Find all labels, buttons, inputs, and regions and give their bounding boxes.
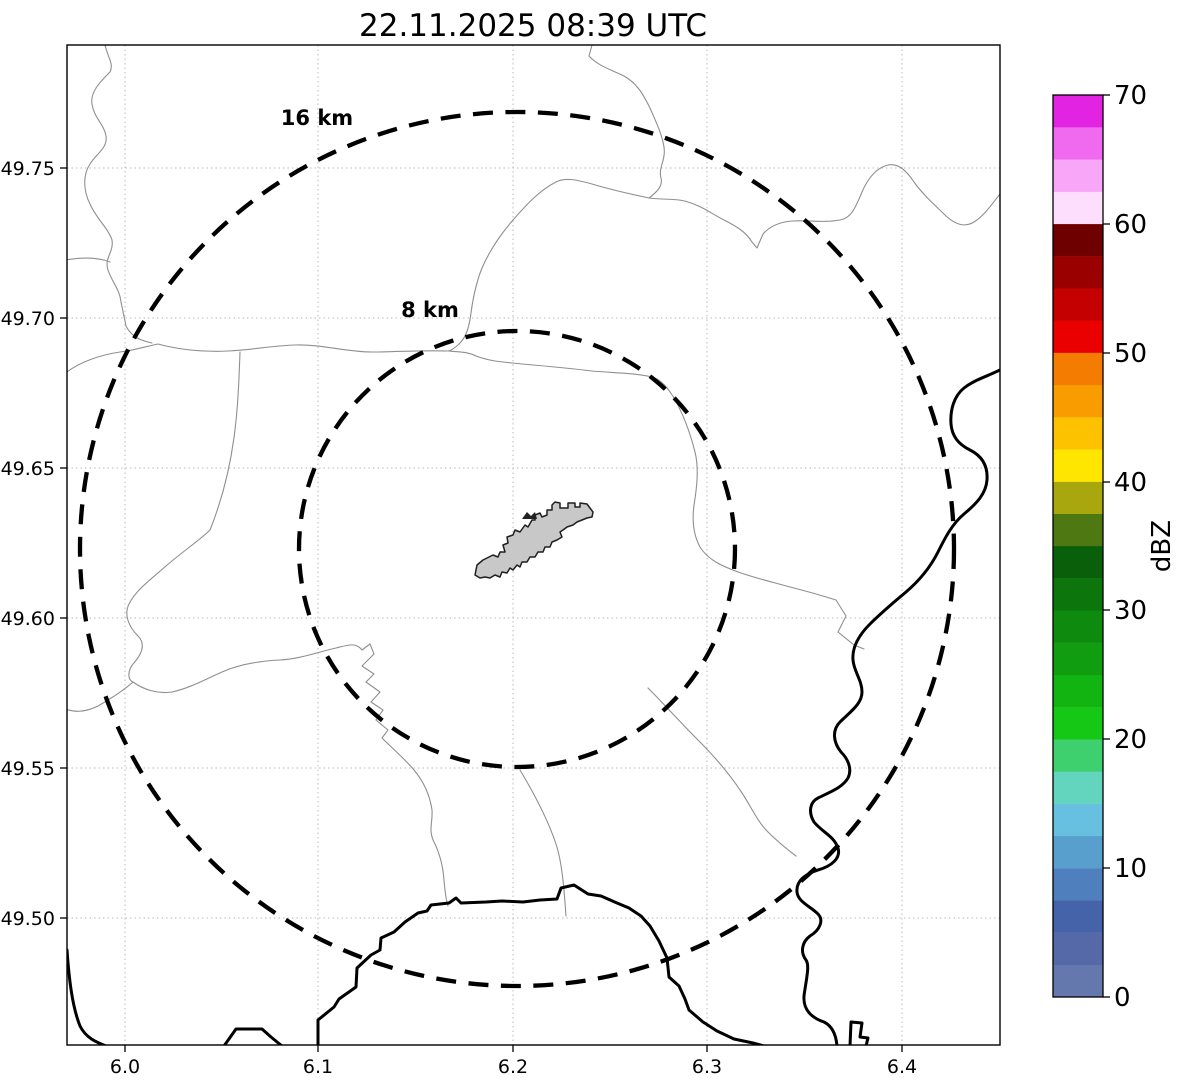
y-axis-tick-label: 49.50 <box>1 908 55 930</box>
colorbar-tick-label: 0 <box>1114 983 1131 1013</box>
colorbar-band <box>1053 127 1103 160</box>
colorbar-tick-label: 20 <box>1114 725 1147 755</box>
y-axis-tick-label: 49.60 <box>1 608 55 630</box>
colorbar-unit-label: dBZ <box>1147 520 1177 572</box>
colorbar-band <box>1053 320 1103 353</box>
admin-boundary-line <box>67 681 134 712</box>
admin-boundary-line <box>648 164 1000 249</box>
colorbar-band <box>1053 932 1103 965</box>
colorbar-band <box>1053 513 1103 547</box>
admin-boundary-line <box>67 343 865 650</box>
admin-boundary-line <box>519 769 567 917</box>
colorbar-band <box>1053 642 1103 676</box>
colorbar-tick-label: 70 <box>1114 81 1147 111</box>
admin-boundary-line <box>647 687 797 857</box>
country-border-line <box>67 948 108 1045</box>
country-border-line <box>316 883 766 1045</box>
admin-boundary-line <box>126 351 241 683</box>
range-ring-8km <box>296 328 738 770</box>
y-axis-tick-label: 49.55 <box>1 758 55 780</box>
colorbar-band <box>1053 771 1103 804</box>
admin-boundary-line <box>84 45 153 344</box>
colorbar-band <box>1053 964 1103 998</box>
colorbar-band <box>1053 546 1103 579</box>
colorbar-band <box>1053 352 1103 386</box>
plot-frame <box>66 44 1001 1046</box>
colorbar-band <box>1053 868 1103 901</box>
admin-boundary-line <box>67 257 111 263</box>
colorbar-band <box>1053 836 1103 869</box>
colorbar-band <box>1053 610 1103 643</box>
country-border-line <box>795 368 1000 1045</box>
colorbar-band <box>1053 223 1103 257</box>
colorbar-tick-label: 60 <box>1114 210 1147 240</box>
radar-site-marker <box>522 512 537 519</box>
y-axis: 49.75 49.70 49.65 49.60 49.55 49.50 <box>1 158 67 930</box>
x-axis-tick-label: 6.2 <box>498 1056 528 1078</box>
admin-boundary-line <box>132 643 449 907</box>
colorbar-band <box>1053 900 1103 933</box>
figure-title: 22.11.2025 08:39 UTC <box>359 8 707 44</box>
y-axis-tick-label: 49.75 <box>1 158 55 180</box>
colorbar-band <box>1053 385 1103 418</box>
y-axis-tick-label: 49.70 <box>1 308 55 330</box>
x-axis-tick-label: 6.4 <box>887 1056 917 1078</box>
range-ring-label-8km: 8 km <box>401 298 459 322</box>
colorbar-band <box>1053 191 1103 225</box>
colorbar-band <box>1053 95 1103 128</box>
city-boundary-shape <box>474 501 594 579</box>
colorbar-band <box>1053 803 1103 837</box>
colorbar-band <box>1053 159 1103 192</box>
colorbar-band <box>1053 256 1103 289</box>
country-border-line <box>848 1020 870 1045</box>
colorbar-band <box>1053 578 1103 611</box>
colorbar-band <box>1053 674 1103 708</box>
colorbar-tick-label: 40 <box>1114 468 1147 498</box>
x-axis-tick-label: 6.3 <box>692 1056 722 1078</box>
admin-boundary-lines <box>67 45 1000 917</box>
country-border-lines <box>67 368 1000 1045</box>
colorbar-tick-label: 30 <box>1114 596 1147 626</box>
colorbar: 70 60 50 40 30 20 10 0 dBZ <box>1052 81 1177 1013</box>
colorbar-band <box>1053 481 1103 514</box>
x-axis: 6.0 6.1 6.2 6.3 6.4 <box>110 1045 917 1078</box>
admin-boundary-line <box>447 178 650 352</box>
colorbar-band <box>1053 288 1103 321</box>
map-layer <box>67 45 1000 1045</box>
colorbar-tick-label: 50 <box>1114 339 1147 369</box>
country-border-line <box>222 1027 284 1045</box>
x-axis-tick-label: 6.0 <box>110 1056 140 1078</box>
colorbar-tick-label: 10 <box>1114 854 1147 884</box>
range-ring-label-16km: 16 km <box>281 106 353 130</box>
colorbar-outline <box>1052 94 1104 998</box>
colorbar-band <box>1053 739 1103 772</box>
admin-boundary-line <box>588 45 665 199</box>
y-axis-tick-label: 49.65 <box>1 458 55 480</box>
colorbar-band <box>1053 417 1103 450</box>
x-axis-tick-label: 6.1 <box>303 1056 333 1078</box>
range-ring-16km <box>77 109 957 989</box>
colorbar-band <box>1053 449 1103 482</box>
colorbar-band <box>1053 707 1103 740</box>
